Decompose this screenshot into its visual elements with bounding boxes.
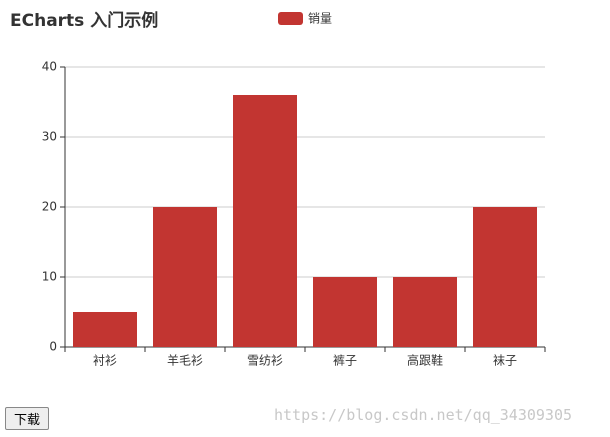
chart-title: ECharts 入门示例 xyxy=(10,10,158,31)
bar xyxy=(393,277,457,347)
x-tick-label: 雪纺衫 xyxy=(247,354,283,368)
watermark: https://blog.csdn.net/qq_34309305 xyxy=(274,406,573,424)
y-tick-label: 30 xyxy=(42,130,57,144)
download-button[interactable]: 下载 xyxy=(5,407,49,430)
bar xyxy=(73,312,137,347)
x-tick-label: 袜子 xyxy=(493,354,517,368)
bar xyxy=(153,207,217,347)
x-tick-label: 羊毛衫 xyxy=(167,353,203,368)
y-tick-label: 10 xyxy=(42,270,57,284)
legend-label: 销量 xyxy=(308,12,332,26)
bar xyxy=(473,207,537,347)
x-tick-label: 高跟鞋 xyxy=(407,353,443,368)
legend-swatch xyxy=(278,12,303,25)
y-tick-label: 20 xyxy=(42,200,57,214)
x-tick-label: 裤子 xyxy=(333,354,357,368)
chart: ECharts 入门示例 销量 0 10 20 30 40 衬衫 羊毛衫 雪纺衫 裤子 高跟鞋 袜子 xyxy=(10,10,546,368)
y-tick-label: 0 xyxy=(49,340,57,354)
bar xyxy=(313,277,377,347)
x-tick-label: 衬衫 xyxy=(93,354,117,368)
bar xyxy=(233,95,297,347)
y-tick-label: 40 xyxy=(42,60,57,74)
